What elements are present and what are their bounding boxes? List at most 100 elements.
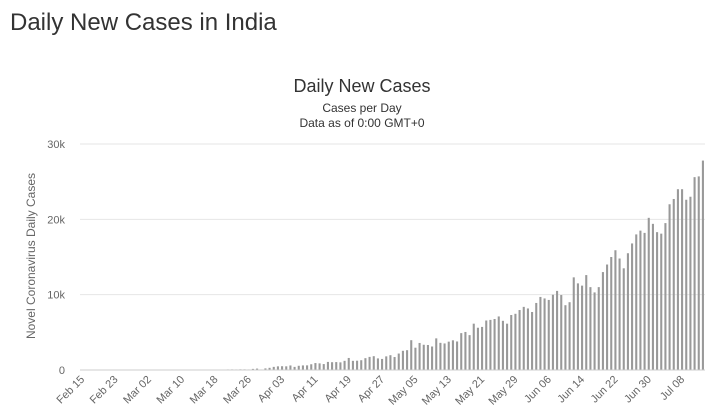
x-tick-label: Mar 26 xyxy=(221,374,254,407)
bar xyxy=(456,341,459,370)
bar xyxy=(668,204,671,370)
bar xyxy=(393,357,396,370)
bar xyxy=(360,360,363,370)
bar xyxy=(376,358,379,370)
x-tick-label: Jun 22 xyxy=(589,374,621,406)
bar xyxy=(506,323,509,370)
bar xyxy=(472,323,475,370)
chart-subtitle: Cases per Day xyxy=(322,101,401,115)
bar xyxy=(268,367,271,370)
bar xyxy=(576,283,579,370)
x-tick-label: May 05 xyxy=(387,374,421,408)
bar xyxy=(643,232,646,370)
bar xyxy=(293,366,296,370)
bar xyxy=(485,320,488,370)
x-tick-label: Mar 02 xyxy=(121,374,154,407)
y-tick-label: 30k xyxy=(47,139,65,151)
bar xyxy=(451,340,454,370)
bar xyxy=(551,294,554,370)
bar xyxy=(564,305,567,370)
bar xyxy=(460,333,463,370)
bar xyxy=(501,320,504,370)
bar xyxy=(351,360,354,370)
bar xyxy=(468,335,471,370)
bar xyxy=(593,292,596,370)
x-tick-label: Mar 18 xyxy=(188,374,221,407)
bar xyxy=(697,176,700,370)
bar xyxy=(372,356,375,370)
bar xyxy=(356,360,359,370)
bar xyxy=(481,326,484,370)
bar xyxy=(368,356,371,370)
bar xyxy=(301,365,304,370)
bar xyxy=(531,311,534,370)
x-tick-label: May 21 xyxy=(453,374,487,408)
bar xyxy=(297,365,300,370)
bar xyxy=(464,331,467,370)
bar xyxy=(314,363,317,370)
bar xyxy=(306,365,309,370)
bar xyxy=(626,253,629,370)
bar xyxy=(443,343,446,370)
bar xyxy=(389,355,392,370)
x-tick-label: Jun 30 xyxy=(622,374,654,406)
bar xyxy=(601,272,604,370)
page-title: Daily New Cases in India xyxy=(10,9,277,36)
bar xyxy=(431,346,434,370)
bar xyxy=(610,257,613,370)
bar xyxy=(281,366,284,370)
y-tick-label: 0 xyxy=(59,365,65,377)
bar xyxy=(385,356,388,370)
bar xyxy=(676,189,679,370)
chart-data-note: Data as of 0:00 GMT+0 xyxy=(299,116,424,130)
bar xyxy=(581,285,584,370)
bar xyxy=(397,353,400,370)
bar xyxy=(518,310,521,370)
bar xyxy=(289,365,292,370)
bar xyxy=(493,319,496,370)
x-tick-labels: Feb 15 Feb 23 Mar 02 Mar 10 Mar 18 Mar 26 Apr … xyxy=(55,374,688,408)
bar xyxy=(326,361,329,370)
x-tick-label: Apr 11 xyxy=(290,374,321,405)
bar xyxy=(310,364,313,370)
bar xyxy=(651,223,654,370)
bar xyxy=(381,358,384,370)
bar xyxy=(568,302,571,370)
x-tick-label: Apr 19 xyxy=(323,374,354,405)
bar xyxy=(689,196,692,370)
bar xyxy=(685,199,688,370)
bar xyxy=(606,264,609,370)
bar xyxy=(647,217,650,370)
bar xyxy=(597,287,600,370)
bar xyxy=(264,368,267,370)
bar xyxy=(572,277,575,370)
x-tick-label: Jun 14 xyxy=(555,374,587,406)
bar xyxy=(331,362,334,370)
bar xyxy=(535,302,538,370)
x-tick-label: Apr 27 xyxy=(356,374,387,405)
bar xyxy=(656,232,659,370)
bar xyxy=(335,362,338,370)
bar xyxy=(435,338,438,370)
bar xyxy=(585,275,588,370)
bar xyxy=(639,230,642,370)
bar xyxy=(414,347,417,370)
bar xyxy=(343,360,346,370)
bar xyxy=(322,364,325,370)
bar xyxy=(439,342,442,370)
bar xyxy=(347,357,350,370)
bar xyxy=(410,340,413,370)
chart-title: Daily New Cases xyxy=(293,76,430,96)
bar xyxy=(622,268,625,370)
bar xyxy=(526,308,529,370)
y-tick-label: 20k xyxy=(47,214,65,226)
x-tick-label: May 29 xyxy=(487,374,521,408)
x-tick-label: May 13 xyxy=(420,374,454,408)
bar xyxy=(556,290,559,370)
bar xyxy=(285,366,288,370)
bar xyxy=(510,315,513,370)
grid-layer xyxy=(80,143,705,296)
bar xyxy=(422,344,425,370)
bar xyxy=(693,177,696,370)
bar xyxy=(681,189,684,370)
